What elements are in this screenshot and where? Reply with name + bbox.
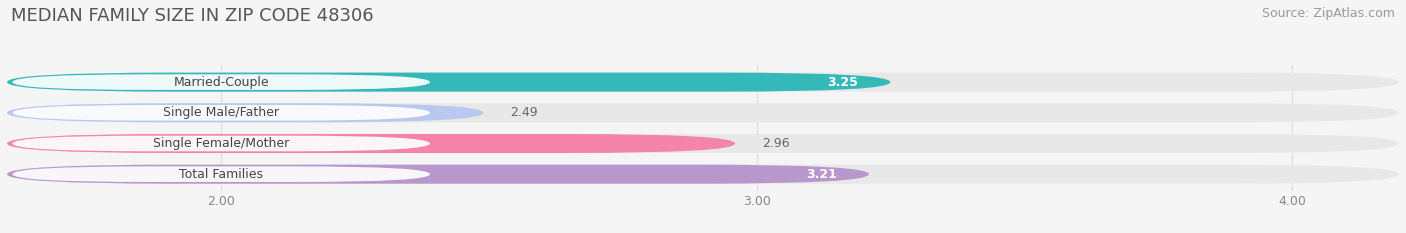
Text: 2.96: 2.96 bbox=[762, 137, 790, 150]
FancyBboxPatch shape bbox=[13, 166, 430, 182]
FancyBboxPatch shape bbox=[7, 103, 484, 122]
FancyBboxPatch shape bbox=[7, 134, 735, 153]
Text: MEDIAN FAMILY SIZE IN ZIP CODE 48306: MEDIAN FAMILY SIZE IN ZIP CODE 48306 bbox=[11, 7, 374, 25]
FancyBboxPatch shape bbox=[7, 103, 1399, 122]
Text: Single Female/Mother: Single Female/Mother bbox=[153, 137, 290, 150]
FancyBboxPatch shape bbox=[7, 134, 1399, 153]
FancyBboxPatch shape bbox=[7, 165, 1399, 184]
Text: Married-Couple: Married-Couple bbox=[173, 76, 269, 89]
Text: Total Families: Total Families bbox=[179, 168, 263, 181]
FancyBboxPatch shape bbox=[13, 105, 430, 121]
FancyBboxPatch shape bbox=[7, 165, 869, 184]
Text: 3.21: 3.21 bbox=[806, 168, 837, 181]
FancyBboxPatch shape bbox=[13, 74, 430, 90]
FancyBboxPatch shape bbox=[13, 136, 430, 151]
Text: 2.49: 2.49 bbox=[510, 106, 538, 119]
Text: 3.25: 3.25 bbox=[827, 76, 858, 89]
FancyBboxPatch shape bbox=[7, 73, 1399, 92]
FancyBboxPatch shape bbox=[7, 73, 890, 92]
Text: Source: ZipAtlas.com: Source: ZipAtlas.com bbox=[1261, 7, 1395, 20]
Text: Single Male/Father: Single Male/Father bbox=[163, 106, 280, 119]
